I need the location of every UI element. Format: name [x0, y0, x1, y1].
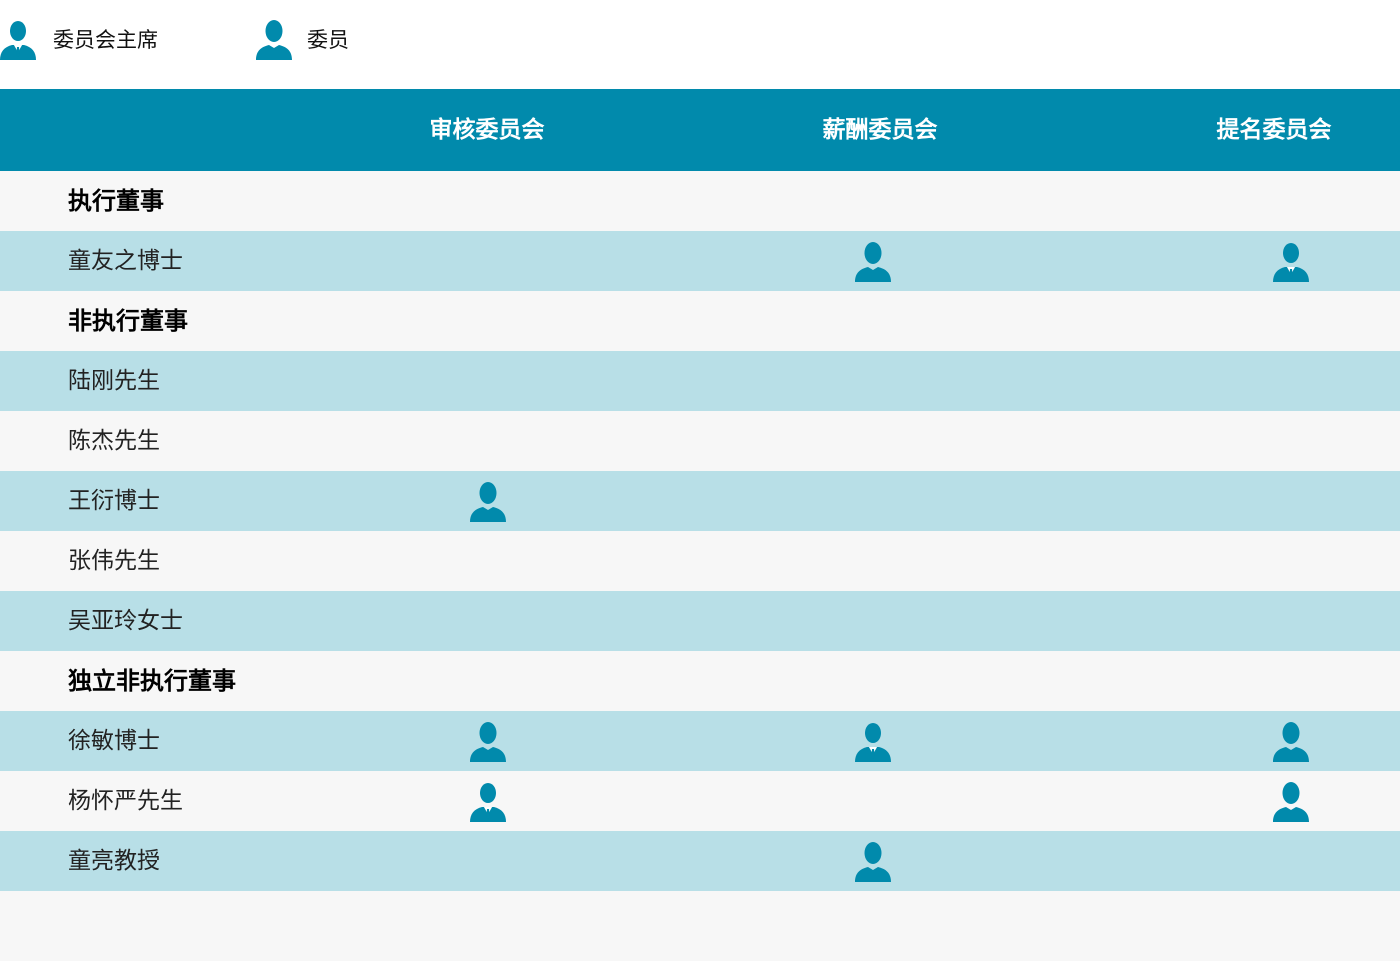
section-row: 非执行董事: [0, 291, 1400, 351]
section-row: 执行董事: [0, 171, 1400, 231]
director-row: 童友之博士: [0, 231, 1400, 291]
column-header-audit: 审核委员会: [429, 117, 545, 143]
member-icon: [1273, 720, 1309, 762]
member-icon: [470, 720, 506, 762]
director-name: 张伟先生: [68, 548, 160, 574]
director-name: 陆刚先生: [68, 368, 160, 394]
legend-member-label: 委员: [307, 28, 349, 52]
chairman-icon: [855, 720, 891, 762]
director-row: 陈杰先生: [0, 411, 1400, 471]
chairman-icon: [1273, 240, 1309, 282]
director-name: 徐敏博士: [68, 728, 160, 754]
director-name: 王衍博士: [68, 488, 160, 514]
director-row: 吴亚玲女士: [0, 591, 1400, 651]
legend: 委员会主席 委员: [0, 0, 1400, 89]
director-row: 徐敏博士: [0, 711, 1400, 771]
member-icon: [855, 840, 891, 882]
legend-chair-label: 委员会主席: [53, 28, 158, 52]
director-table: 执行董事童友之博士非执行董事陆刚先生陈杰先生王衍博士张伟先生吴亚玲女士独立非执行…: [0, 171, 1400, 891]
column-header-remuneration: 薪酬委员会: [822, 117, 938, 143]
director-row: 童亮教授: [0, 831, 1400, 891]
director-name: 童友之博士: [68, 248, 183, 274]
director-name: 吴亚玲女士: [68, 608, 183, 634]
director-name: 杨怀严先生: [68, 788, 183, 814]
chairman-icon: [470, 780, 506, 822]
section-label: 执行董事: [68, 187, 164, 215]
director-row: 陆刚先生: [0, 351, 1400, 411]
director-name: 童亮教授: [68, 848, 160, 874]
column-header-nomination: 提名委员会: [1216, 117, 1332, 143]
director-row: 王衍博士: [0, 471, 1400, 531]
member-icon: [470, 480, 506, 522]
section-label: 非执行董事: [68, 307, 188, 335]
director-row: 杨怀严先生: [0, 771, 1400, 831]
section-label: 独立非执行董事: [68, 667, 236, 695]
member-icon: [1273, 780, 1309, 822]
member-icon: [855, 240, 891, 282]
director-name: 陈杰先生: [68, 428, 160, 454]
director-row: 张伟先生: [0, 531, 1400, 591]
section-row: 独立非执行董事: [0, 651, 1400, 711]
committee-header: 审核委员会 薪酬委员会 提名委员会: [0, 89, 1400, 171]
